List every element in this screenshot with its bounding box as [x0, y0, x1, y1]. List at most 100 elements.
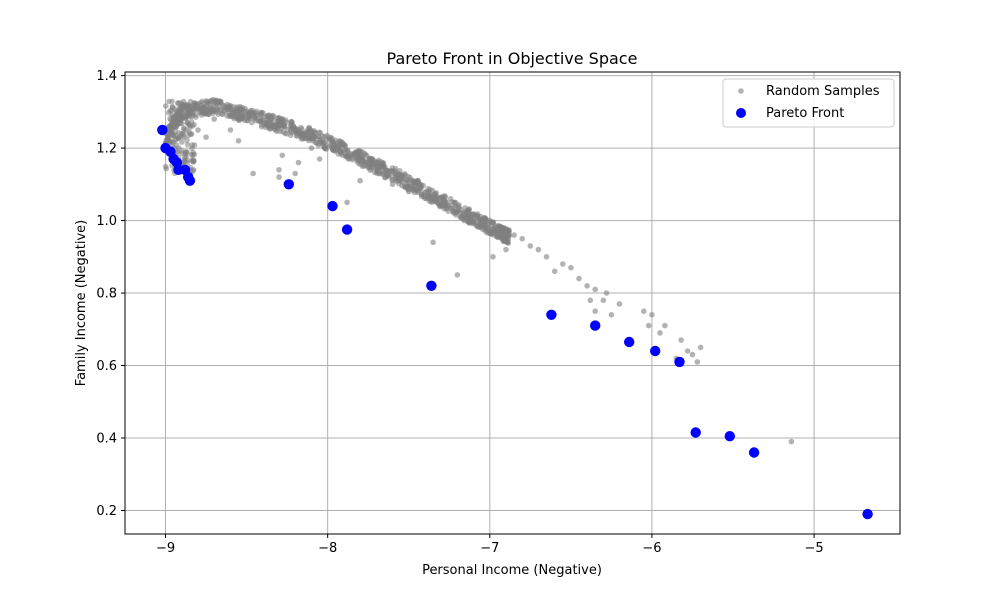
random-sample-point: [298, 136, 305, 142]
random-sample-point: [603, 290, 610, 296]
random-sample-point: [166, 98, 172, 105]
random-sample-point: [427, 186, 433, 193]
random-sample-point: [169, 103, 176, 110]
random-sample-point: [231, 110, 237, 116]
plot-frame: [124, 71, 901, 535]
random-sample-point: [180, 104, 187, 111]
random-sample-point: [432, 190, 438, 197]
random-sample-point: [198, 100, 204, 106]
random-sample-point: [543, 253, 550, 260]
y-tick-label: 0.6: [96, 359, 117, 374]
random-sample-point: [261, 122, 268, 128]
random-sample-point: [697, 344, 704, 351]
x-tick-label: −6: [642, 541, 661, 556]
random-sample-point: [456, 202, 462, 208]
random-sample-point: [276, 174, 282, 180]
random-sample-point: [501, 231, 508, 237]
x-tick-label: −8: [318, 541, 337, 556]
random-sample-point: [519, 235, 525, 242]
random-sample-point: [187, 98, 194, 105]
random-sample-point: [265, 112, 271, 119]
random-sample-point: [353, 149, 360, 155]
random-sample-point: [249, 111, 256, 117]
random-sample-point: [185, 132, 192, 139]
y-tick-label: 0.8: [96, 287, 117, 302]
random-sample-point: [458, 206, 464, 213]
pareto-front-point: [690, 427, 701, 438]
y-tick-label: 0.2: [96, 504, 117, 519]
pareto-front-point: [157, 124, 168, 136]
random-sample-point: [344, 153, 350, 159]
pareto-front-point: [590, 320, 601, 331]
random-sample-point: [426, 193, 433, 200]
pareto-front-point: [283, 179, 294, 190]
random-sample-point: [295, 159, 302, 166]
random-sample-point: [370, 160, 376, 166]
random-sample-point: [279, 152, 286, 159]
legend-marker-pareto-front: [736, 108, 746, 118]
random-sample-point: [319, 139, 325, 146]
pareto-front-point: [748, 447, 760, 458]
random-sample-point: [179, 139, 185, 145]
pareto-front-point: [327, 200, 338, 212]
random-sample-point: [441, 206, 448, 212]
random-sample-point: [389, 181, 396, 188]
random-sample-point: [649, 312, 655, 318]
random-sample-point: [410, 185, 417, 192]
pareto-front-point: [674, 356, 685, 368]
random-sample-point: [292, 170, 299, 177]
random-sample-point: [684, 348, 691, 354]
random-sample-point: [171, 133, 177, 139]
random-sample-point: [225, 103, 232, 109]
random-sample-point: [297, 128, 303, 135]
random-sample-point: [788, 438, 795, 445]
x-axis-ticks: −9 −8 −7 −6 −5: [156, 534, 824, 556]
random-sample-point: [474, 213, 481, 219]
random-sample-point: [266, 117, 273, 124]
random-sample-point: [645, 322, 652, 329]
random-sample-point: [255, 118, 262, 124]
random-sample-point: [481, 215, 488, 222]
random-sample-point: [587, 297, 594, 304]
random-sample-point: [363, 159, 370, 166]
random-sample-point: [280, 129, 287, 135]
random-sample-point: [235, 114, 242, 121]
random-sample-point: [311, 134, 318, 141]
random-sample-point: [341, 142, 348, 148]
random-sample-point: [271, 117, 277, 124]
random-sample-point: [662, 322, 668, 329]
random-sample-point: [511, 232, 517, 238]
y-axis-label: Family Income (Negative): [74, 220, 89, 386]
random-sample-point: [381, 169, 388, 176]
random-sample-point: [278, 120, 285, 126]
random-sample-point: [490, 253, 496, 260]
random-sample-point: [364, 152, 370, 159]
random-sample-point: [379, 160, 386, 167]
y-tick-label: 1.2: [96, 142, 117, 157]
random-sample-point: [374, 164, 381, 171]
random-sample-point: [344, 199, 350, 206]
random-sample-point: [430, 239, 436, 246]
random-sample-point: [183, 148, 189, 155]
random-sample-point: [288, 119, 294, 125]
random-sample-point: [327, 141, 334, 148]
x-tick-label: −7: [480, 541, 499, 556]
random-sample-point: [183, 157, 190, 164]
pareto-front-layer: [157, 124, 873, 520]
random-sample-point: [276, 167, 282, 173]
random-sample-point: [270, 113, 277, 119]
random-sample-point: [445, 202, 452, 209]
y-axis-ticks: 0.2 0.4 0.6 0.8 1.0 1.2 1.4: [96, 69, 125, 519]
random-sample-point: [220, 103, 226, 109]
random-sample-point: [276, 115, 283, 121]
random-sample-point: [438, 199, 445, 205]
random-sample-point: [233, 104, 240, 110]
random-sample-point: [191, 151, 198, 158]
random-sample-point: [181, 125, 187, 131]
legend: Random Samples Pareto Front: [722, 78, 895, 128]
random-sample-point: [366, 164, 373, 170]
random-sample-point: [258, 109, 265, 116]
pareto-front-point: [426, 280, 437, 291]
random-sample-point: [560, 261, 566, 267]
